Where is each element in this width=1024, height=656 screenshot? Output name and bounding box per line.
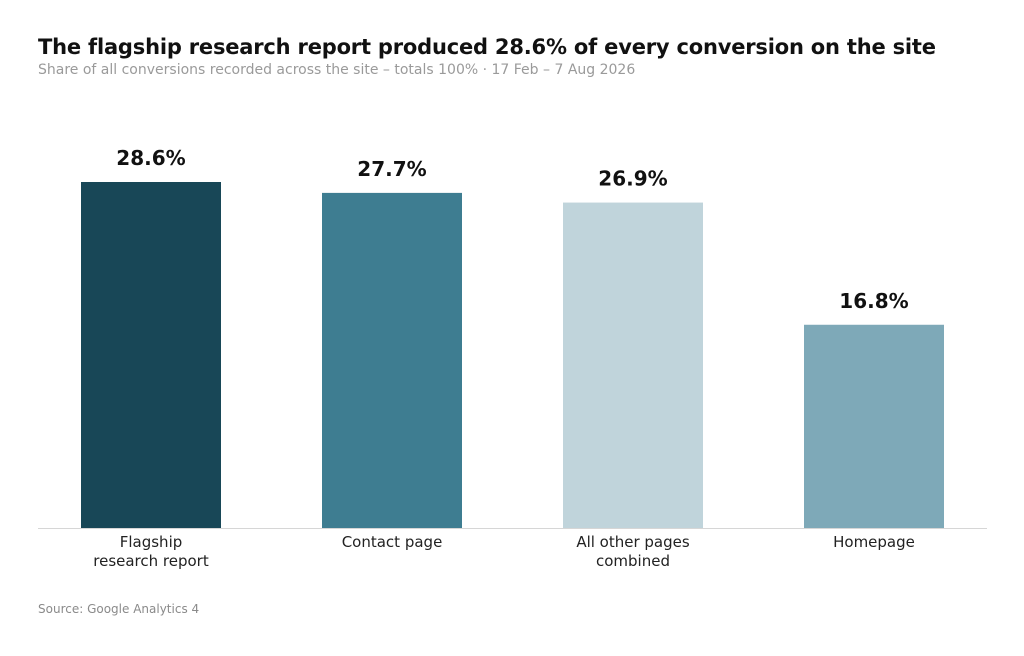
chart-subtitle: Share of all conversions recorded across… [38, 62, 636, 78]
x-tick-label: Homepage [833, 533, 915, 551]
x-tick-label: All other pages combined [576, 533, 690, 570]
bar [81, 182, 221, 528]
bar-value-label: 26.9% [598, 167, 667, 191]
x-tick-label-line: Flagship [120, 533, 183, 551]
x-tick-label-line: All other pages [576, 533, 690, 551]
x-tick-label-line: Homepage [833, 533, 915, 551]
bar [322, 192, 462, 528]
source-note: Source: Google Analytics 4 [38, 602, 200, 616]
x-tick-label-line: Contact page [342, 533, 443, 551]
chart-title: The flagship research report produced 28… [38, 35, 936, 59]
x-tick-label: Flagship research report [93, 533, 209, 570]
x-tick-label: Contact page [342, 533, 443, 551]
x-tick-label-line: research report [93, 552, 209, 570]
bar [563, 202, 703, 528]
bar-value-label: 16.8% [839, 289, 908, 313]
bar [804, 324, 944, 528]
bar-value-label: 27.7% [357, 157, 426, 181]
bar-value-label: 28.6% [116, 146, 185, 170]
x-tick-label-line: combined [596, 552, 670, 570]
